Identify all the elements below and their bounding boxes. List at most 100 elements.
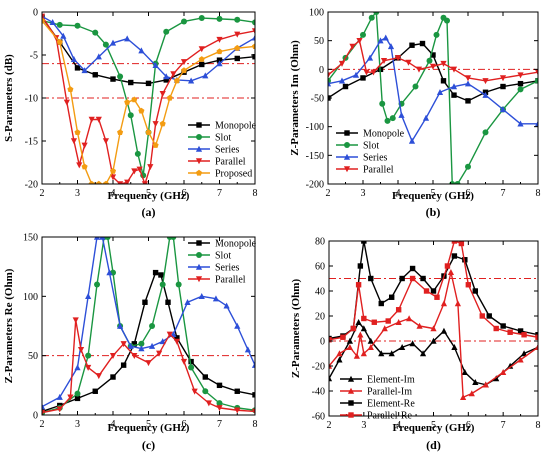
data-point-monopole — [74, 65, 81, 71]
data-point-parallel — [180, 59, 188, 66]
data-point-monopole — [360, 75, 366, 81]
data-point-proposed — [117, 129, 124, 135]
data-point-slot — [188, 364, 195, 371]
data-point-element-im — [520, 350, 528, 357]
y-tick-label: 80 — [315, 237, 325, 248]
data-point-parallel — [72, 317, 79, 324]
legend-marker — [344, 130, 350, 136]
chart-panel-1: 2 3 4 5 6 7 8 0 -5 -10 -15 -20 Frequency (GHz) S-Para… — [3, 8, 258, 220]
legend-marker — [344, 142, 350, 148]
x-axis-label: Frequency (GHz) — [108, 422, 190, 434]
data-point-parallel-re — [371, 319, 377, 325]
y-tick-label: -20 — [25, 180, 38, 191]
data-point-slot — [433, 31, 440, 38]
x-tick-label: 7 — [501, 188, 506, 199]
data-point-element-re — [517, 328, 524, 334]
data-point-series — [234, 322, 241, 329]
y-tick-label: -50 — [311, 94, 324, 105]
data-point-monopole — [419, 40, 426, 47]
data-point-parallel — [102, 138, 109, 145]
data-point-parallel — [147, 164, 154, 171]
data-point-element-re — [430, 288, 437, 294]
data-point-parallel — [109, 352, 117, 359]
data-point-series — [251, 361, 255, 368]
data-point-parallel — [394, 55, 402, 62]
data-point-parallel — [136, 166, 143, 173]
data-point-parallel-re — [350, 325, 357, 332]
data-point-parallel — [415, 66, 423, 73]
data-point-parallel — [216, 405, 223, 412]
data-point-element-re — [378, 300, 384, 307]
data-point-parallel-re — [465, 282, 472, 288]
data-point-parallel — [363, 69, 370, 76]
legend-marker — [343, 153, 351, 160]
data-point-monopole — [202, 374, 208, 380]
data-point-slot — [482, 129, 489, 136]
data-point-slot — [74, 22, 81, 29]
data-point-parallel-im — [517, 356, 524, 363]
data-point-proposed — [216, 48, 223, 55]
x-tick-label: 8 — [536, 188, 541, 199]
y-tick-label: 50 — [314, 36, 324, 47]
data-point-monopole — [409, 42, 415, 48]
data-point-element-re — [399, 275, 405, 282]
data-point-parallel-re — [340, 334, 346, 340]
data-point-series — [223, 302, 230, 309]
series-line-slot — [328, 12, 538, 184]
data-point-parallel-im — [460, 393, 467, 400]
data-point-parallel — [216, 36, 223, 43]
data-point-slot — [127, 112, 134, 119]
x-tick-label: 8 — [536, 420, 541, 431]
data-point-parallel-im — [468, 390, 475, 397]
x-tick-label: 6 — [466, 420, 471, 431]
data-point-monopole — [500, 83, 506, 90]
plot-area — [42, 13, 255, 184]
legend-item: Series — [363, 153, 388, 164]
data-point-series — [377, 37, 384, 44]
data-point-parallel-im — [367, 343, 374, 350]
y-tick-label: -200 — [306, 180, 324, 191]
data-point-monopole — [165, 299, 171, 305]
data-point-parallel — [429, 63, 437, 70]
data-point-parallel-im — [406, 315, 413, 322]
data-point-proposed — [42, 17, 46, 24]
data-point-element-im — [419, 350, 427, 357]
data-point-parallel-re — [507, 329, 513, 335]
y-tick-label: -15 — [25, 137, 38, 148]
data-point-parallel-im — [454, 300, 461, 307]
data-point-element-im — [355, 318, 362, 325]
y-tick-label: -60 — [312, 412, 325, 423]
data-point-parallel — [159, 91, 166, 97]
data-point-monopole — [252, 54, 255, 60]
panel-label: (c) — [142, 438, 155, 452]
data-point-monopole — [120, 362, 127, 368]
data-point-parallel-im — [381, 325, 388, 332]
data-point-monopole — [188, 358, 194, 365]
data-point-series — [159, 338, 166, 345]
data-point-element-im — [409, 340, 416, 347]
legend-item: Parallel — [215, 157, 246, 168]
data-point-parallel — [145, 360, 152, 367]
data-point-parallel-re — [521, 332, 527, 338]
data-point-element-im — [336, 356, 343, 363]
data-point-monopole — [234, 55, 240, 62]
data-point-slot — [426, 57, 433, 64]
x-tick-label: 4 — [111, 188, 116, 199]
data-point-monopole — [440, 78, 447, 84]
data-point-slot — [517, 86, 524, 93]
data-point-parallel — [405, 59, 412, 66]
data-point-parallel — [95, 373, 102, 380]
data-point-monopole — [131, 341, 137, 347]
data-point-parallel-im — [346, 343, 353, 350]
data-point-parallel-im — [447, 268, 455, 275]
y-axis-label: Z-Parameters (Ohm) — [290, 279, 302, 379]
data-point-slot — [384, 117, 391, 124]
chart-panel-2: 2 3 4 5 6 7 8 100 50 0 -50 -100 -150 -200 Frequency (G… — [289, 8, 541, 220]
data-point-parallel — [70, 138, 78, 145]
data-point-series — [117, 322, 124, 329]
data-point-series — [163, 73, 170, 80]
data-point-parallel — [499, 75, 507, 82]
data-point-slot — [412, 83, 419, 90]
data-point-element-re — [472, 288, 478, 294]
